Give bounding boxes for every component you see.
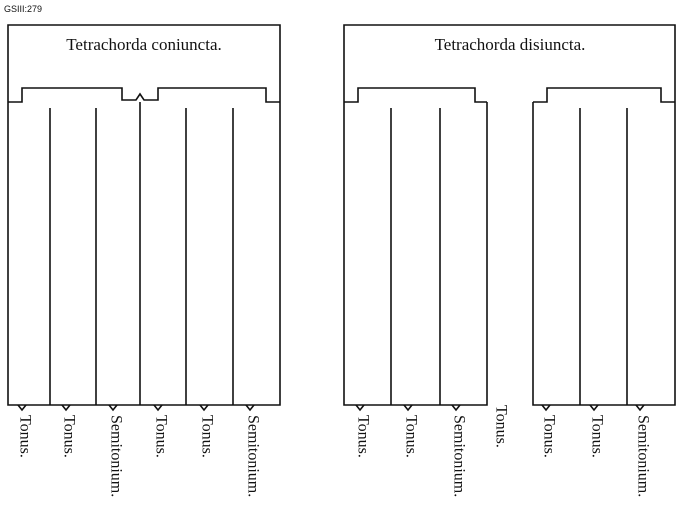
- frame-disiuncta: [343, 24, 676, 406]
- interval-label: Tonus.: [354, 415, 371, 458]
- brace-tick: [17, 404, 27, 412]
- interval-label: Tonus.: [402, 415, 419, 458]
- brace-tick: [635, 404, 645, 412]
- interval-label: Semitonium.: [107, 415, 124, 497]
- interval-label: Tonus.: [198, 415, 215, 458]
- interval-label: Tonus.: [152, 415, 169, 458]
- brace-tick: [199, 404, 209, 412]
- brace-tick: [108, 404, 118, 412]
- brace-tick: [541, 404, 551, 412]
- brace-tick: [245, 404, 255, 412]
- brace-tick: [355, 404, 365, 412]
- brace-tick: [61, 404, 71, 412]
- reference: GSIII:279: [4, 4, 42, 14]
- brace-tick: [589, 404, 599, 412]
- interval-label: Tonus.: [588, 415, 605, 458]
- brace-tick: [153, 404, 163, 412]
- interval-label: Semitonium.: [634, 415, 651, 497]
- frame-coniuncta: [7, 24, 281, 406]
- brace-tick: [451, 404, 461, 412]
- interval-label: Tonus.: [60, 415, 77, 458]
- interval-label: Semitonium.: [450, 415, 467, 497]
- interval-label: Tonus.: [492, 405, 509, 448]
- interval-label: Tonus.: [16, 415, 33, 458]
- diagram-title: Tetrachorda coniuncta.: [66, 35, 222, 54]
- diagram-title: Tetrachorda disiuncta.: [435, 35, 586, 54]
- interval-label: Semitonium.: [244, 415, 261, 497]
- brace-tick: [403, 404, 413, 412]
- interval-label: Tonus.: [540, 415, 557, 458]
